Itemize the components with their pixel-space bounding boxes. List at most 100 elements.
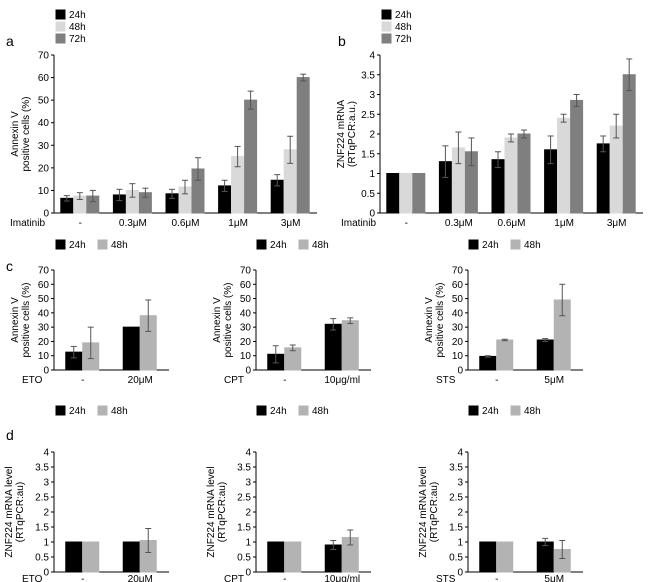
y-tick-label: 2 [457,508,463,519]
treatment-label: Imatinib [10,218,45,229]
y-tick-label: 40 [38,118,50,129]
legend-swatch [55,21,66,32]
y-tick-label: 0 [369,209,375,220]
bar [536,339,554,371]
legend-swatch [55,405,66,416]
treatment-label: ETO [22,574,43,582]
legend-label: 72h [69,34,86,45]
y-tick-label: 1 [43,538,49,549]
legend-label: 24h [482,406,499,417]
category-label: - [495,574,498,582]
bar [296,77,310,214]
legend-label: 48h [312,406,329,417]
bar [267,541,285,573]
bar [244,99,258,214]
treatment-label: STS [436,574,456,582]
category-label: - [283,574,286,582]
y-axis-label: Annexin V [10,297,21,343]
y-tick-label: 0 [43,568,49,579]
y-tick-label: 3 [457,478,463,489]
legend-label: 24h [69,406,86,417]
legend-label: 48h [312,240,329,251]
legend-swatch [468,239,479,250]
y-tick-label: 3.5 [237,463,251,474]
category-label: - [405,218,408,229]
legend-swatch [256,405,267,416]
bar [122,541,140,573]
y-tick-label: 70 [38,266,50,277]
legend-label: 72h [395,34,412,45]
y-tick-label: 0 [245,366,251,377]
y-tick-label: 0 [457,568,463,579]
y-axis-label: positive cells (%) [223,282,234,357]
bar [412,173,426,214]
bar [622,74,636,214]
treatment-label: ETO [22,375,43,386]
y-axis-label: Annexin V [424,297,435,343]
panel-label-d: d [6,427,14,443]
y-tick-label: 3 [43,478,49,489]
y-axis-label: (RTqPCR:a.u.) [347,101,358,167]
y-tick-label: 50 [38,294,50,305]
bar [496,339,514,371]
bar [386,173,400,214]
category-label: 1μM [228,218,248,229]
y-tick-label: 0 [43,209,49,220]
y-tick-label: 4 [457,448,463,459]
category-label: 0.3μM [445,218,473,229]
legend-label: 24h [270,240,287,251]
y-tick-label: 70 [240,266,252,277]
category-label: 20μM [128,574,153,582]
y-tick-label: 0.5 [35,553,49,564]
y-tick-label: 2.5 [361,110,375,121]
category-label: 0.6μM [498,218,526,229]
y-tick-label: 50 [240,294,252,305]
legend-label: 24h [482,240,499,251]
category-label: 10μg/ml [324,375,360,386]
bar [82,541,100,573]
category-label: 0.3μM [119,218,147,229]
y-tick-label: 4 [245,448,251,459]
y-tick-label: 4 [369,51,375,62]
bar [324,323,342,371]
y-tick-label: 1.5 [237,523,251,534]
y-tick-label: 30 [38,323,50,334]
y-tick-label: 70 [452,266,464,277]
bar [536,541,554,573]
y-axis-label: positive cells (%) [21,282,32,357]
y-tick-label: 50 [38,96,50,107]
legend-swatch [97,405,108,416]
y-tick-label: 2.5 [449,493,463,504]
y-axis-label: ZNF224 mRNA level [206,466,217,557]
y-tick-label: 2 [245,508,251,519]
y-tick-label: 0.5 [237,553,251,564]
y-tick-label: 50 [452,294,464,305]
legend-swatch [97,239,108,250]
bar [284,541,302,573]
category-label: - [81,375,84,386]
category-label: 5μM [544,375,564,386]
treatment-label: Imatinib [341,218,376,229]
category-label: - [79,218,82,229]
legend-label: 48h [524,406,541,417]
y-axis-label: (RTqPCR:au) [429,482,440,542]
y-axis-label: Annexin V [10,111,21,157]
legend-swatch [298,239,309,250]
treatment-label: CPT [224,574,244,582]
legend-label: 48h [69,22,86,33]
y-tick-label: 3 [245,478,251,489]
legend-label: 48h [524,240,541,251]
category-label: - [283,375,286,386]
y-tick-label: 4 [43,448,49,459]
y-tick-label: 70 [38,51,50,62]
y-tick-label: 3.5 [449,463,463,474]
y-tick-label: 10 [38,351,50,362]
y-tick-label: 20 [452,337,464,348]
legend-label: 48h [111,406,128,417]
category-label: 3μM [607,218,627,229]
bar [341,320,359,371]
y-tick-label: 60 [38,280,50,291]
y-tick-label: 30 [38,141,50,152]
